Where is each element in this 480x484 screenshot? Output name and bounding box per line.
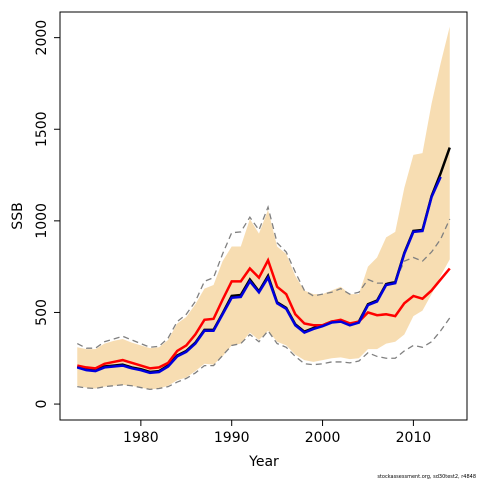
y-tick-label: 0 xyxy=(34,400,50,409)
x-axis-label: Year xyxy=(248,454,279,470)
y-tick-label: 2000 xyxy=(34,20,50,56)
x-tick-label: 1980 xyxy=(123,430,159,446)
series-line xyxy=(76,176,442,375)
plot-frame xyxy=(59,11,468,421)
confidence-band xyxy=(77,26,450,390)
footnote: stockassessment.org, sd30test2, r4848 xyxy=(377,474,476,480)
y-axis-label: SSB xyxy=(10,202,26,229)
x-tick-label: 2010 xyxy=(396,430,432,446)
x-tick-label: 2000 xyxy=(305,430,341,446)
interval-line xyxy=(77,317,451,391)
y-tick-label: 1000 xyxy=(34,203,50,239)
y-tick-label: 1500 xyxy=(34,111,50,147)
x-tick-label: 1990 xyxy=(214,430,250,446)
y-tick-label: 500 xyxy=(34,299,50,326)
series-line xyxy=(77,257,451,370)
